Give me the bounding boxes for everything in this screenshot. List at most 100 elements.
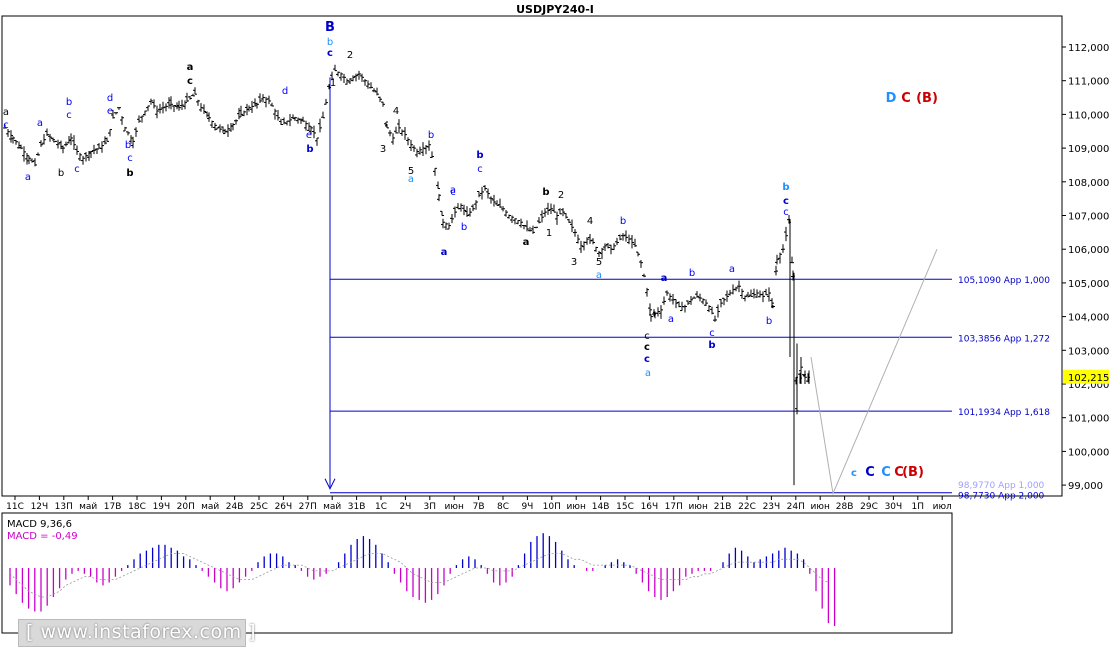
price-bar (677, 301, 681, 308)
price-bar (134, 127, 138, 137)
price-bar (774, 265, 778, 276)
price-bar (704, 299, 708, 307)
price-bar (767, 287, 771, 302)
price-bar (552, 204, 556, 213)
date-tick-label: 17П (665, 502, 683, 512)
price-bar (668, 293, 672, 302)
fib-level-label: 103,3856 App 1,272 (958, 334, 1050, 344)
price-bar (394, 126, 398, 134)
wave-label: c (783, 196, 789, 207)
price-bar (22, 146, 26, 162)
date-tick-label: 22С (738, 502, 756, 512)
price-bar (701, 298, 705, 305)
wave-label: 1 (330, 78, 336, 89)
price-bar (363, 79, 367, 86)
price-bar (172, 105, 176, 112)
price-bar (713, 315, 717, 322)
fib-level-label: 105,1090 App 1,000 (958, 276, 1050, 286)
price-bar (273, 108, 277, 120)
price-bar (143, 110, 147, 116)
price-bar (385, 124, 389, 129)
wave-label: c (644, 342, 650, 353)
wave-label: c (74, 164, 80, 175)
price-bar (764, 288, 768, 296)
price-bar (510, 215, 514, 223)
date-tick-label: 11С (6, 502, 24, 512)
price-bar (140, 115, 144, 123)
wave-label: c (3, 120, 9, 131)
price-bar (781, 244, 785, 253)
price-bar (656, 307, 660, 317)
price-bar (662, 296, 666, 305)
date-tick-label: 27П (299, 502, 317, 512)
date-tick-label: май (79, 502, 97, 512)
price-tick-label: 104,000 (1068, 313, 1109, 324)
price-bar (36, 152, 40, 156)
price-bar (309, 126, 313, 134)
price-bar (567, 218, 571, 223)
date-tick-label: июн (811, 502, 830, 512)
wave-label: b (461, 222, 467, 233)
macd-panel-border (1, 512, 953, 634)
price-bar (570, 219, 574, 233)
price-bar (247, 105, 251, 112)
price-bar (357, 70, 361, 80)
price-panel-border (1, 15, 1063, 497)
price-bar (477, 190, 481, 198)
price-bar (633, 238, 637, 247)
price-bar (108, 129, 112, 137)
price-bar (775, 254, 779, 265)
price-bar (531, 225, 535, 234)
wave-label: c (477, 164, 483, 175)
wave-label: a (441, 247, 448, 258)
price-bar (707, 305, 711, 313)
price-bar (546, 202, 550, 215)
date-tick-label: 12Ч (31, 502, 49, 512)
price-bar (495, 200, 499, 206)
price-bar (6, 128, 10, 137)
price-bar (304, 120, 308, 131)
price-bar (504, 209, 508, 217)
price-bar (406, 137, 410, 146)
price-bar (378, 96, 382, 102)
price-bar (436, 181, 440, 190)
price-bar (585, 237, 589, 245)
price-bar (558, 208, 562, 215)
price-bar (111, 109, 115, 119)
price-bar (612, 243, 616, 251)
wave-label: 4 (587, 216, 593, 227)
price-bar (366, 80, 370, 89)
price-bar (210, 120, 214, 128)
price-bar (75, 145, 79, 155)
price-bar (375, 87, 379, 96)
price-bar (540, 210, 544, 223)
price-bar (749, 289, 753, 297)
price-bar (114, 112, 118, 115)
price-bar (603, 243, 607, 252)
price-bar (164, 103, 168, 112)
price-bar (447, 222, 451, 230)
price-bar (333, 64, 337, 72)
price-bar (710, 306, 714, 315)
wave-label: 2 (347, 50, 353, 61)
price-bar (202, 104, 206, 114)
wave-label: c (327, 48, 333, 59)
price-bar (642, 273, 646, 278)
price-bar (78, 152, 82, 162)
price-bar (564, 213, 568, 219)
wave-label: c (783, 207, 789, 218)
date-tick-label: июн (567, 502, 586, 512)
price-bar (462, 204, 466, 216)
price-bar (752, 288, 756, 299)
price-bar (117, 107, 121, 110)
price-bar (746, 291, 750, 298)
date-tick-label: 19Ч (153, 502, 171, 512)
date-tick-label: 13П (55, 502, 73, 512)
price-bar (412, 145, 416, 152)
price-bar (737, 280, 741, 293)
price-bar (534, 226, 538, 229)
price-bar (618, 234, 622, 241)
price-bar (474, 200, 478, 210)
date-tick-label: июл (933, 502, 952, 512)
price-bar (444, 222, 448, 231)
